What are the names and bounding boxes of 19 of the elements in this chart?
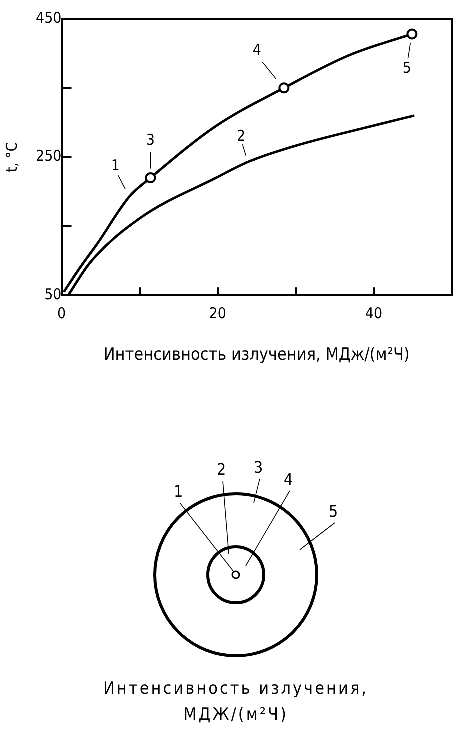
x-tick-label: 40 xyxy=(365,304,383,322)
annotation: 3 xyxy=(146,130,156,149)
text: 1 xyxy=(174,482,184,501)
text: 4 xyxy=(284,470,294,489)
text: 5 xyxy=(329,502,338,521)
annotation: 2 xyxy=(236,127,246,146)
y-axis-title: t, °C xyxy=(2,142,21,172)
text: 3 xyxy=(254,458,264,477)
x-tick-label: 20 xyxy=(209,304,226,322)
annotation: 4 xyxy=(252,41,262,60)
annotation: 1 xyxy=(111,156,120,175)
y-tick-label: 450 xyxy=(36,8,62,27)
y-tick-label: 250 xyxy=(36,147,62,166)
text: Интенсивность излучения, МДЖ/(м²Ч) xyxy=(102,678,370,727)
x-axis-title: Интенсивность излучения, МДж/(м²Ч) xyxy=(104,345,410,366)
annotation: 5 xyxy=(402,59,412,78)
y-tick-label: 50 xyxy=(44,285,62,304)
x-tick-label: 0 xyxy=(57,304,66,322)
text: 2 xyxy=(217,460,226,479)
